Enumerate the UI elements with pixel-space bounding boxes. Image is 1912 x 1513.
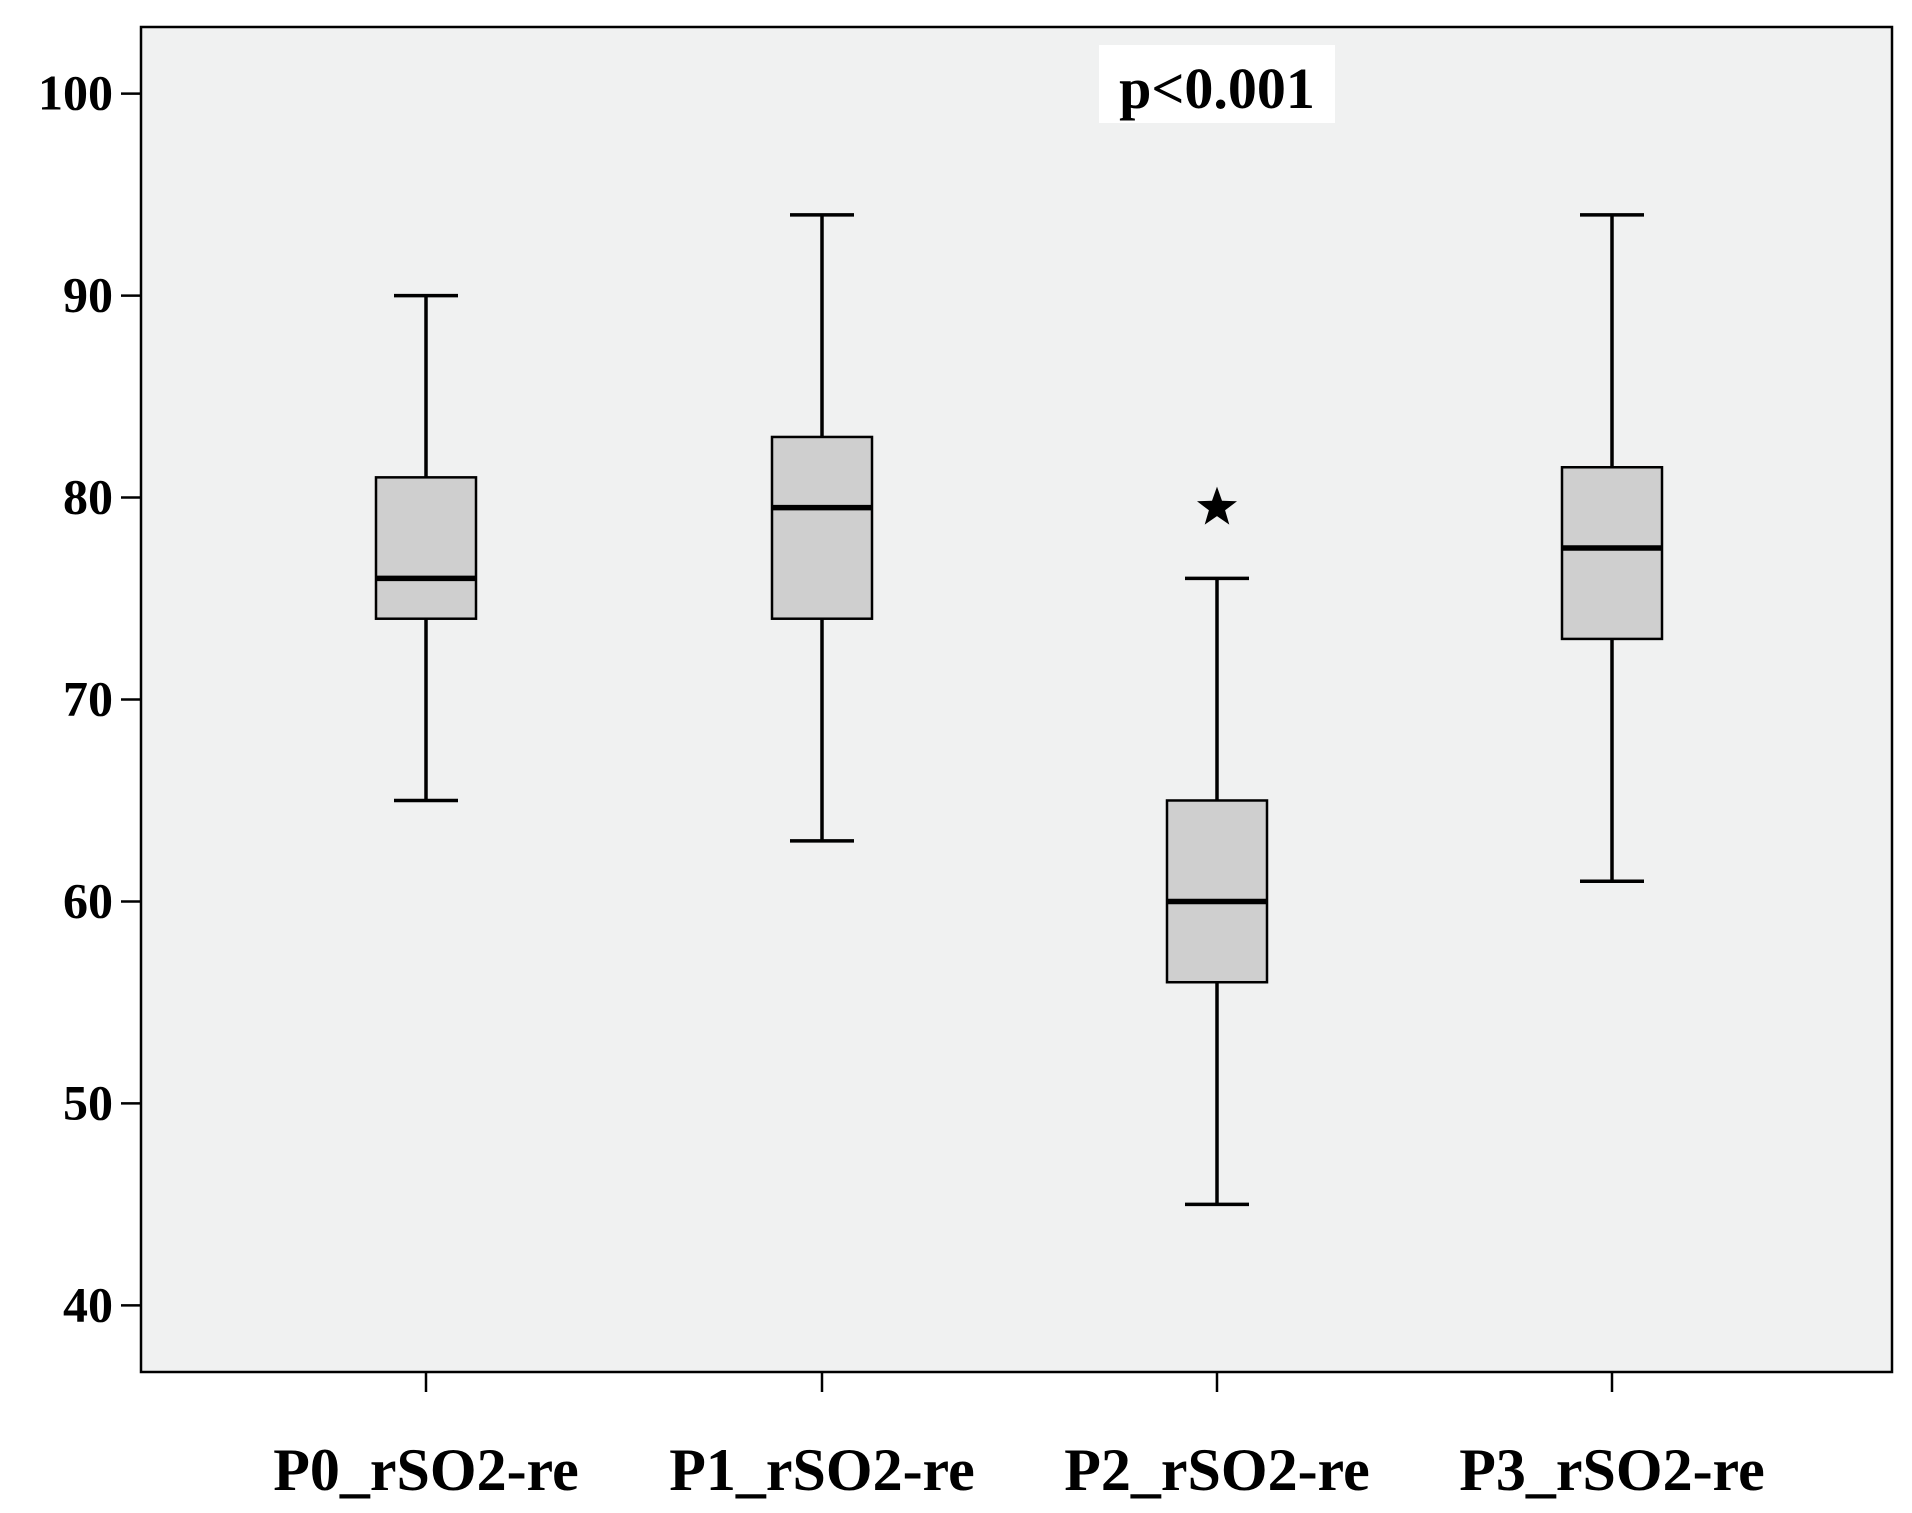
x-tick-label: P1_rSO2-re [669, 1437, 974, 1503]
x-axis: P0_rSO2-re P1_rSO2-re P2_rSO2-re P3_rSO2-re [273, 1372, 1765, 1503]
y-tick-label: 60 [63, 872, 113, 928]
p-value-label: p<0.001 [1119, 56, 1315, 121]
y-tick-label: 70 [63, 671, 113, 727]
x-tick-label: P3_rSO2-re [1459, 1437, 1764, 1503]
box-series [374, 213, 1664, 1207]
box-P3_rSO2-re [1560, 213, 1664, 884]
y-axis: 40 50 60 70 80 90 100 [38, 65, 141, 1332]
y-tick-label: 90 [63, 267, 113, 323]
y-tick-label: 50 [63, 1074, 113, 1130]
y-tick-label: 100 [38, 65, 113, 121]
box-P0_rSO2-re [374, 293, 478, 803]
iqr-box [770, 435, 874, 620]
p-value-annotation: p<0.001 [1099, 45, 1335, 123]
x-tick-label: P0_rSO2-re [273, 1437, 578, 1503]
outlier-star-icon [1197, 486, 1237, 525]
iqr-box [374, 476, 478, 620]
plot-area [139, 25, 1894, 1374]
annotation-background [1099, 45, 1335, 123]
box-P2_rSO2-re [1165, 486, 1269, 1207]
box-P1_rSO2-re [770, 213, 874, 843]
iqr-box [1165, 799, 1269, 984]
y-tick-label: 40 [63, 1276, 113, 1332]
y-tick-label: 80 [63, 469, 113, 525]
iqr-box [1560, 466, 1664, 641]
x-tick-label: P2_rSO2-re [1064, 1437, 1369, 1503]
